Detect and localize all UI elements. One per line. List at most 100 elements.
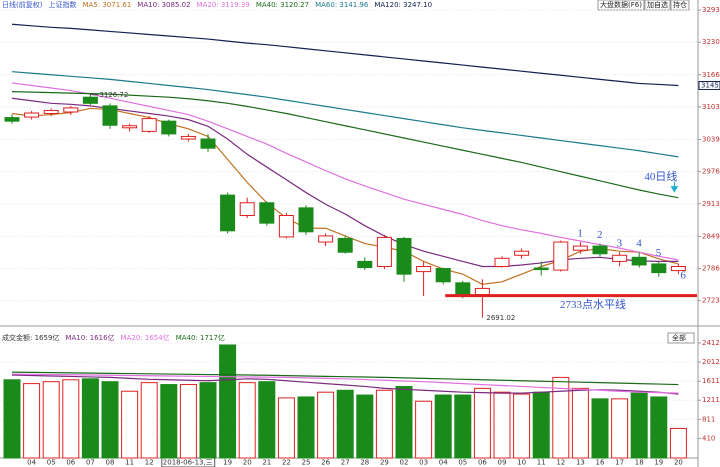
x-tick-label: 20 (243, 459, 252, 467)
volume-ma-line (11, 371, 679, 386)
ma-line (11, 90, 679, 199)
high-label: 3126.72 (99, 91, 128, 99)
volume-bar (258, 381, 276, 459)
selector-box (667, 332, 695, 344)
selector-label: 全部 (672, 333, 686, 342)
wave-label: 2 (597, 229, 603, 241)
x-tick-label: 19 (223, 459, 232, 467)
volume-bar (277, 397, 295, 459)
volume-bar (434, 394, 452, 459)
volume-bar (238, 382, 256, 459)
volume-bar (513, 393, 531, 459)
support-label: 2733点水平线 (560, 297, 626, 311)
candle-body (63, 107, 79, 113)
candle-body (533, 267, 549, 271)
x-tick-label: 13 (576, 459, 585, 467)
x-tick-label: 03 (419, 459, 428, 467)
y-tick-label: 2849 (702, 232, 720, 240)
volume-bar (532, 391, 550, 459)
x-tick-label: 05 (47, 459, 56, 467)
volume-bar (493, 391, 511, 459)
y-tick-label: 3230 (702, 38, 720, 46)
toolbar-label: 大盘数据(F6) (600, 0, 642, 9)
wave-label: 1 (577, 228, 583, 240)
y-tick-label: 1211 (702, 396, 720, 404)
candle-body (337, 237, 353, 253)
volume-bar (3, 379, 21, 459)
y-tick-label: 3293 (702, 6, 720, 14)
wave-label: 5 (656, 247, 662, 259)
candle-body (494, 257, 510, 267)
y-tick-label: 3039 (702, 136, 720, 144)
candle-body (220, 194, 236, 232)
y-tick-label: 2012 (702, 358, 720, 366)
candle-body (474, 287, 490, 296)
volume-ma-line (11, 373, 679, 394)
candle-body (416, 265, 432, 273)
candle-body (435, 268, 451, 283)
volume-bar (297, 396, 315, 459)
candle-body (259, 202, 275, 224)
candle-body (298, 207, 314, 233)
y-tick-label: 2723 (702, 297, 720, 305)
candle-body (631, 256, 647, 266)
volume-bar (591, 398, 609, 459)
x-tick-label: 18 (635, 459, 644, 467)
header-text: MA20: 3119.39 (197, 1, 250, 9)
toolbar-button[interactable]: 大盘数据(F6) (597, 0, 645, 11)
wave-label: 6 (680, 270, 686, 282)
volume-bar (454, 394, 472, 459)
end-label-box (698, 80, 720, 90)
volume-legend: MA10: 1616亿 (65, 333, 114, 342)
candle-body (318, 235, 334, 243)
ma-line (11, 82, 679, 261)
volume-bar (317, 391, 335, 459)
x-tick-label: 09 (498, 459, 507, 467)
toolbar-box (670, 0, 690, 11)
toolbar-button[interactable]: 持仓 (670, 0, 690, 11)
y-tick-label: 3166 (702, 71, 720, 79)
candle-body (180, 135, 196, 140)
candle-body (102, 105, 118, 126)
x-tick-label: 28 (360, 459, 369, 467)
range-selector[interactable]: 全部 (667, 332, 695, 344)
candle-body (43, 109, 59, 115)
volume-bar (101, 381, 119, 459)
candle-body (651, 263, 667, 274)
candle-body (141, 118, 157, 132)
volume-bar (571, 387, 589, 459)
x-tick-label: 05 (458, 459, 467, 467)
x-tick-label: 08 (106, 459, 115, 467)
toolbar-label: 加自选 (647, 0, 668, 9)
candle-body (200, 138, 216, 149)
x-tick-label: 04 (27, 459, 36, 467)
x-tick-label: 19 (654, 459, 663, 467)
candle-body (82, 96, 98, 104)
header-text[interactable]: 日线(前复权) (2, 0, 43, 9)
wave-label: 4 (636, 238, 642, 250)
x-tick-label: 12 (556, 459, 565, 467)
header-text: MA40: 3120.27 (256, 1, 309, 9)
toolbar-label: 持仓 (673, 0, 687, 9)
volume-bar (140, 382, 158, 459)
x-tick-label: 17 (615, 459, 624, 467)
volume-bar (219, 344, 237, 459)
toolbar-button[interactable]: 加自选 (644, 0, 671, 11)
x-tick-label: 10 (517, 459, 526, 467)
candle-body (357, 260, 373, 269)
candle-body (396, 237, 412, 275)
x-tick-label: 20 (674, 459, 683, 467)
x-tick-label: 27 (341, 459, 350, 467)
volume-bar (395, 385, 413, 459)
volume-bar (81, 378, 99, 459)
y-tick-label: 2786 (702, 265, 720, 273)
x-tick-label: 29 (380, 459, 389, 467)
volume-bar (23, 383, 41, 459)
volume-bar (473, 387, 491, 459)
x-tick-label: 25 (302, 459, 311, 467)
y-tick-label: 2976 (702, 168, 720, 176)
candle-body (514, 250, 530, 256)
volume-legend: 成交金额: 1659亿 (2, 333, 59, 342)
